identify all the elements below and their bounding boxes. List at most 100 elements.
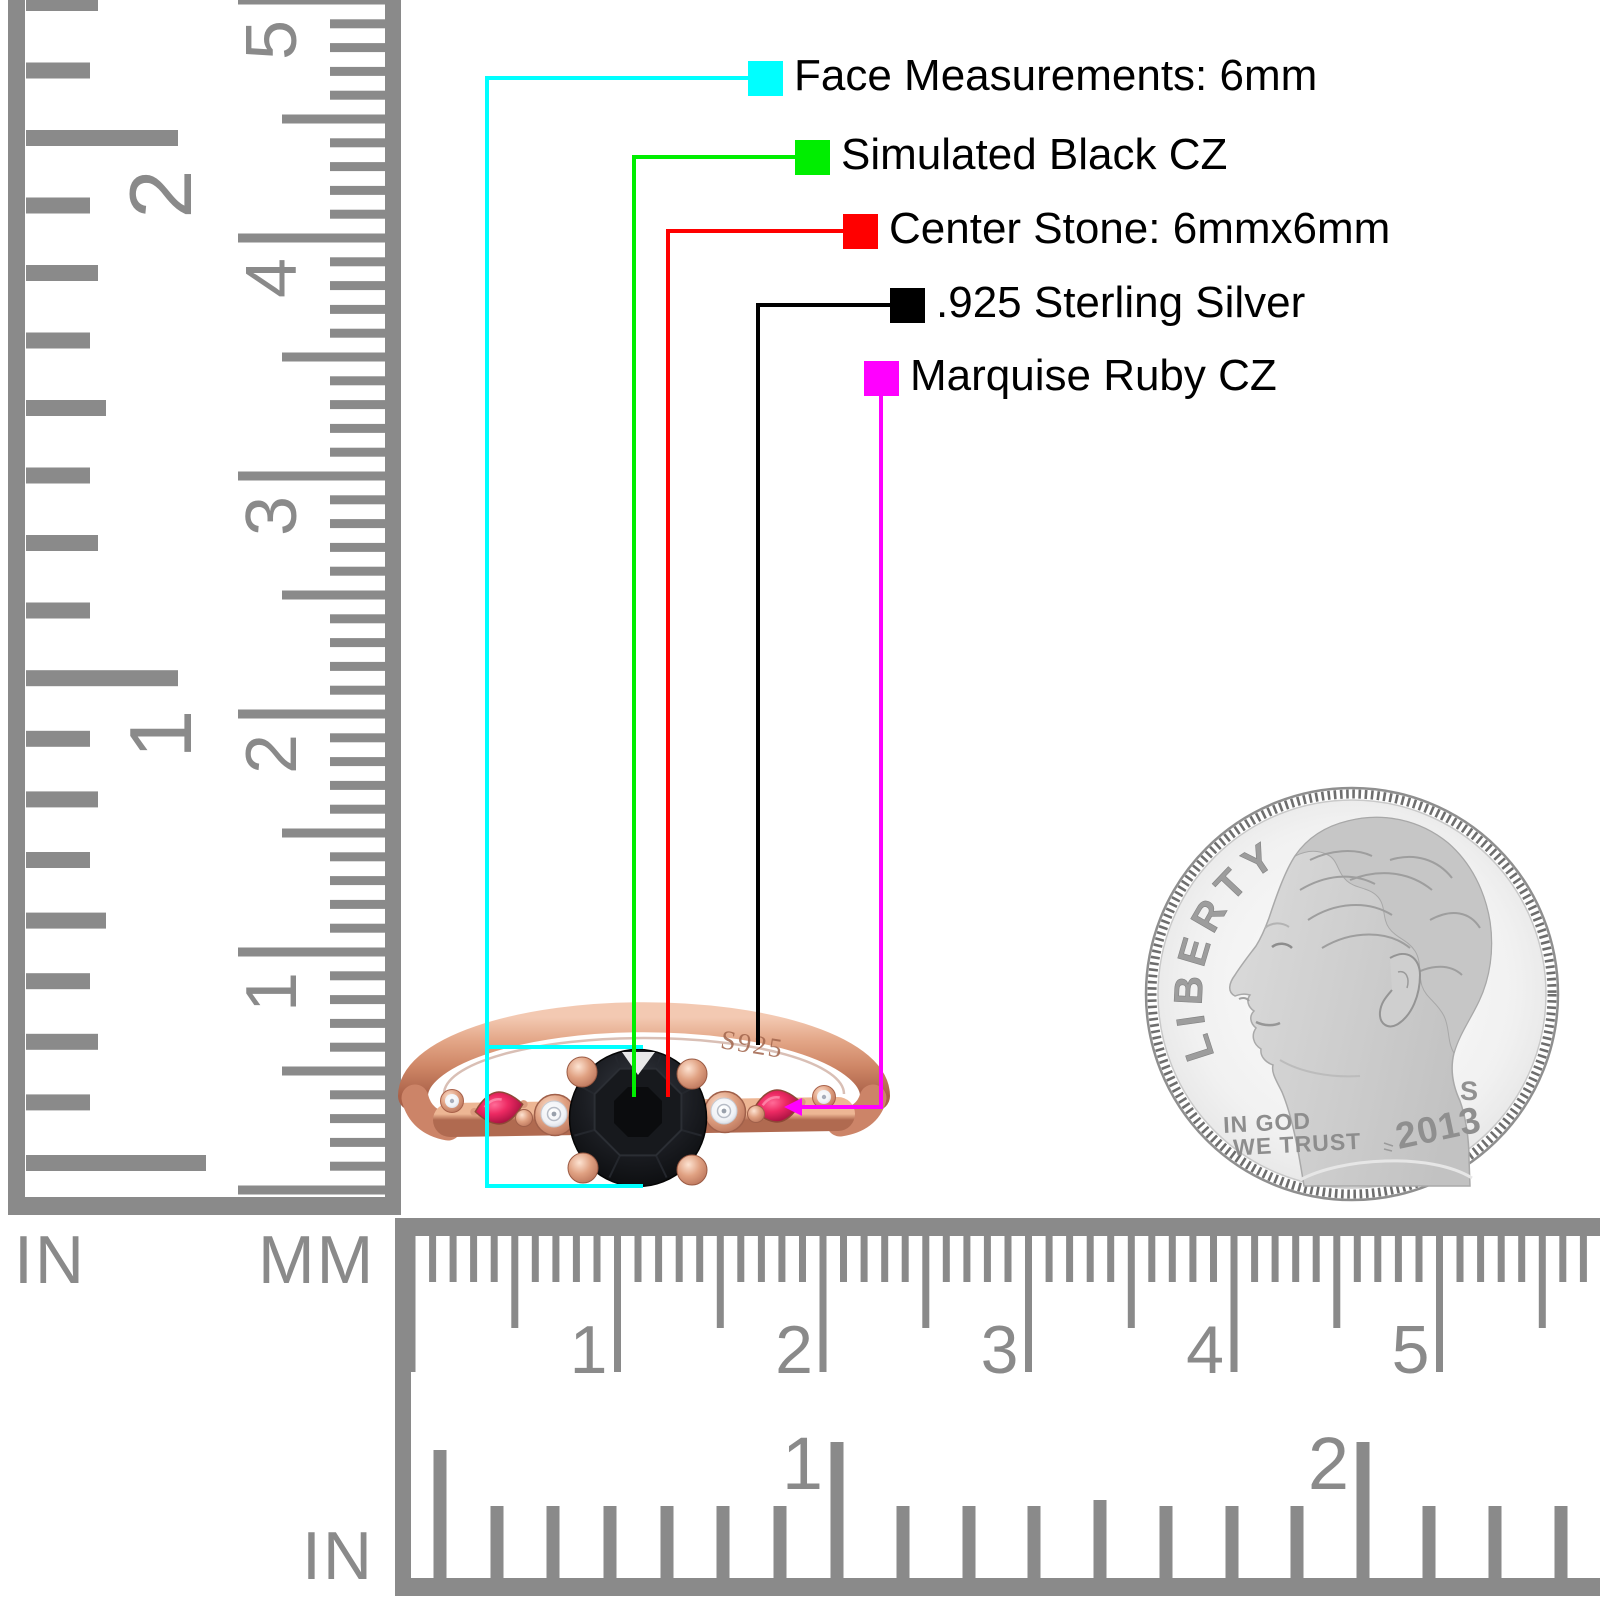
- cm-tick-label: 4: [232, 258, 312, 298]
- inch-tick: [26, 332, 90, 349]
- bottom-ruler-bottom-edge: [395, 1578, 1600, 1596]
- mm-tick: [330, 614, 385, 624]
- mm-tick: [881, 1236, 889, 1282]
- mm-tick: [490, 1236, 498, 1282]
- cm-tick-label: 2: [232, 734, 312, 774]
- inch-tick: [26, 130, 178, 146]
- inch-tick: [26, 912, 106, 929]
- cm-tick-label: 2: [775, 1312, 813, 1388]
- mm-tick: [330, 733, 385, 743]
- mm-tick: [330, 1042, 385, 1052]
- inch-tick: [1356, 1442, 1370, 1578]
- mm-tick: [922, 1236, 930, 1328]
- mm-tick: [1025, 1236, 1032, 1372]
- mm-tick: [799, 1236, 806, 1282]
- inch-tick: [1488, 1506, 1502, 1578]
- inch-tick: [26, 1155, 206, 1171]
- inch-tick: [26, 265, 98, 281]
- callout-leader-lines: [485, 76, 890, 1188]
- callout-center-stone: Center Stone: 6mmx6mm: [843, 207, 1390, 251]
- mm-tick: [330, 66, 385, 76]
- mm-tick: [282, 1066, 385, 1076]
- mm-tick: [330, 19, 385, 29]
- cm-tick-label: 1: [570, 1312, 608, 1388]
- mm-tick: [1107, 1236, 1115, 1282]
- inch-tick: [830, 1442, 844, 1578]
- callout-marquise-ruby-cz: Marquise Ruby CZ: [864, 354, 1277, 398]
- dime-photo: LIBERTY IN GOD WE TRUST 2013 S: [1144, 786, 1560, 1202]
- mm-tick: [737, 1236, 745, 1282]
- prong-bottom-right: [676, 1154, 708, 1186]
- mm-tick: [1045, 1236, 1053, 1282]
- cm-tick-label: 3: [981, 1312, 1019, 1388]
- marquise-ruby-right: [748, 1089, 806, 1123]
- mm-tick: [330, 995, 385, 1005]
- mm-tick: [330, 804, 385, 814]
- mm-tick: [757, 1236, 765, 1282]
- inch-tick: [26, 1094, 90, 1111]
- mm-tick: [531, 1236, 539, 1282]
- inch-tick: [546, 1506, 560, 1578]
- roosevelt-portrait: [1229, 816, 1493, 1187]
- callout-label: Center Stone: 6mmx6mm: [889, 204, 1391, 253]
- mm-tick: [330, 162, 385, 172]
- portrait-ear: [1378, 953, 1422, 1028]
- mm-tick: [238, 709, 385, 719]
- bezel-cz-right: [703, 1090, 747, 1134]
- mm-tick: [330, 495, 385, 505]
- prong-top-right: [676, 1058, 708, 1090]
- mm-tick: [449, 1236, 457, 1282]
- ring-band: [398, 1002, 890, 1111]
- coin-reeding: [1147, 789, 1557, 1199]
- mm-tick: [238, 0, 385, 5]
- mm-tick: [1579, 1236, 1587, 1282]
- mm-tick: [330, 685, 385, 695]
- mm-tick: [1066, 1236, 1074, 1282]
- inch-tick: [1159, 1506, 1173, 1578]
- mm-tick: [282, 828, 385, 838]
- inch-tick: [1290, 1506, 1304, 1578]
- stone-glint: [622, 1052, 655, 1075]
- callout-label: .925 Sterling Silver: [936, 278, 1306, 327]
- mm-tick: [942, 1236, 950, 1282]
- mm-tick: [511, 1236, 519, 1328]
- vertical-ruler-left-edge: [8, 0, 25, 1215]
- mm-tick: [238, 233, 385, 243]
- mm-tick: [593, 1236, 601, 1282]
- mm-tick: [330, 281, 385, 291]
- inch-tick: [1027, 1506, 1041, 1578]
- mm-tick: [330, 638, 385, 648]
- mm-tick: [330, 138, 385, 148]
- mm-tick: [330, 923, 385, 933]
- callout-line-simulated-black-cz: [632, 155, 795, 1097]
- mm-tick: [1497, 1236, 1505, 1282]
- mm-tick: [552, 1236, 560, 1282]
- inch-tick: [26, 400, 106, 416]
- mm-tick: [282, 352, 385, 362]
- callout-sterling-silver: .925 Sterling Silver: [890, 281, 1305, 325]
- coin-mint-mark: S: [1460, 1076, 1478, 1106]
- mm-tick: [1127, 1236, 1135, 1328]
- bottom-ruler-left-edge: [395, 1218, 411, 1596]
- mm-tick: [330, 328, 385, 338]
- mm-tick: [330, 90, 385, 100]
- mm-tick: [330, 1090, 385, 1100]
- mm-tick: [901, 1236, 909, 1282]
- bezel-cz-left: [533, 1093, 577, 1137]
- mm-tick: [1271, 1236, 1279, 1282]
- inch-tick: [433, 1450, 447, 1578]
- inch-tick-label: 2: [1308, 1422, 1349, 1505]
- mm-tick: [330, 304, 385, 314]
- mm-tick: [330, 852, 385, 862]
- mm-tick: [860, 1236, 868, 1282]
- inch-tick: [26, 602, 90, 619]
- accent-cz-left: [440, 1089, 464, 1113]
- mm-tick: [330, 43, 385, 53]
- mm-tick: [778, 1236, 786, 1282]
- mm-tick: [983, 1236, 991, 1282]
- mm-tick: [330, 447, 385, 457]
- cm-tick-label: 1: [232, 972, 312, 1012]
